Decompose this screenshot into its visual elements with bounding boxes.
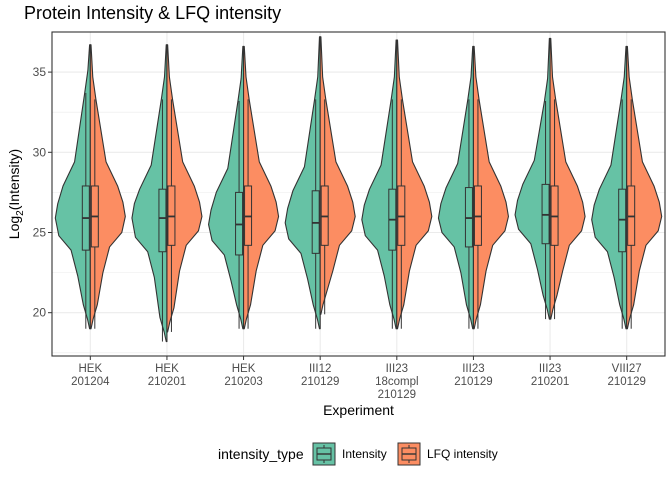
legend-label-lfq: LFQ intensity (427, 447, 498, 461)
x-tick-label: III23 210129 (454, 363, 492, 388)
violin-intensity (284, 36, 321, 330)
violin-intensity (591, 45, 628, 330)
violin-lfq (549, 37, 586, 320)
panel-border (51, 31, 666, 357)
violin-intensity (131, 44, 168, 343)
violin-intensity (437, 45, 474, 330)
x-tick-label: HEK 210201 (148, 363, 186, 388)
violin-lfq (89, 44, 126, 330)
violin-intensity (514, 37, 551, 320)
x-tick-label: III12 210129 (301, 363, 339, 388)
violin-lfq (472, 45, 509, 330)
x-axis-title: Experiment (323, 402, 394, 418)
violin-lfq (626, 45, 663, 330)
x-tick-label: VIII27 210129 (608, 363, 646, 388)
box-iqr (158, 188, 167, 253)
violin-intensity (54, 44, 91, 330)
y-tick-label: 30 (33, 145, 47, 159)
x-tick-label: HEK 210203 (224, 363, 262, 388)
violin-lfq (319, 36, 356, 315)
y-tick-label: 20 (33, 306, 47, 320)
x-tick-label: HEK 201204 (71, 363, 110, 388)
legend-title: intensity_type (218, 446, 304, 462)
x-tick-label: III23 210201 (531, 363, 569, 388)
legend-label-intensity: Intensity (342, 447, 387, 461)
x-tick-label: III23 18compl 210129 (375, 363, 418, 401)
y-tick-label: 25 (33, 225, 47, 239)
violin-intensity (208, 45, 245, 330)
chart-title: Protein Intensity & LFQ intensity (24, 3, 282, 23)
violin-intensity (361, 39, 398, 330)
y-tick-label: 35 (33, 65, 47, 79)
violin-lfq (396, 39, 433, 330)
y-axis-title: Log2(Intensity) (6, 149, 26, 239)
violin-lfq (243, 45, 280, 330)
violin-lfq (166, 44, 203, 333)
